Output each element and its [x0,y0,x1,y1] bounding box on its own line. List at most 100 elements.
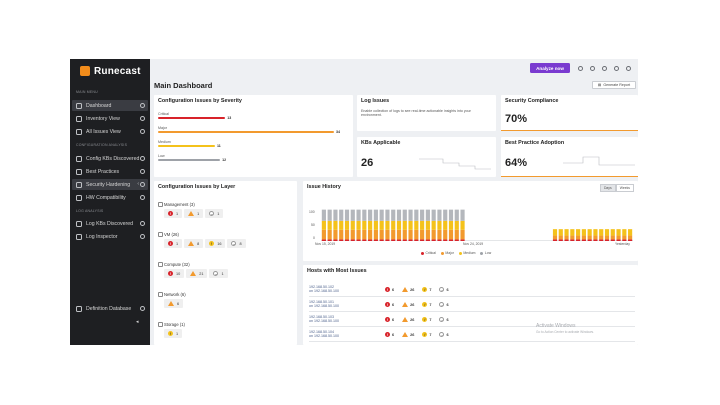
severity-bar-major[interactable] [158,131,334,134]
history-bar-low[interactable] [448,209,454,221]
table-row[interactable]: 192.168.50.101 on 192.168.50.100 ! 6 26 ! 7… [309,298,635,312]
history-bar-major[interactable] [327,229,332,240]
history-bar-major[interactable] [460,229,465,240]
issue-history-card[interactable]: Issue History Days Weeks 100 50 0 Nov 15… [303,181,638,261]
badge-critical[interactable]: ! 6 [385,317,394,322]
badge-medium[interactable]: ! 7 [422,287,431,292]
sidebar-item-log-kbs[interactable]: Log KBs Discovered [72,218,148,229]
sidebar-item-best-practices[interactable]: Best Practices [72,166,148,177]
history-bar-major[interactable] [570,235,575,240]
history-bar-medium[interactable] [443,220,448,230]
history-bar-critical[interactable] [356,239,361,241]
history-bar-critical[interactable] [373,239,378,241]
history-bar-major[interactable] [362,229,367,240]
history-bar-medium[interactable] [460,220,465,230]
history-bar-critical[interactable] [454,239,459,241]
history-bar-critical[interactable] [333,239,338,241]
history-bar-medium[interactable] [339,220,344,230]
history-bar-critical[interactable] [587,239,592,241]
history-bar-major[interactable] [379,229,384,240]
history-bar-medium[interactable] [356,220,361,230]
history-bar-major[interactable] [593,235,598,240]
analyze-now-button[interactable]: Analyze now [530,63,570,73]
info-icon[interactable] [140,221,145,226]
badge-major[interactable]: 26 [402,302,414,307]
badge-major[interactable]: 6 [164,299,184,308]
history-bar-medium[interactable] [581,229,586,236]
history-bar-critical[interactable] [593,239,598,241]
history-bar-major[interactable] [339,229,344,240]
badge-low[interactable]: –8 [227,239,246,248]
history-bar-major[interactable] [622,235,627,240]
badge-medium[interactable]: ! 7 [422,302,431,307]
weeks-toggle[interactable]: Weeks [615,184,634,192]
history-bar-low[interactable] [431,209,436,221]
chevron-down-icon[interactable]: ‹ [137,181,139,187]
table-row[interactable]: 192.168.50.103 on 192.168.50.100 ! 6 26 ! 7… [309,313,635,327]
history-bar-major[interactable] [437,229,442,240]
history-bar-medium[interactable] [373,220,378,230]
history-bar-critical[interactable] [558,239,563,241]
history-bar-major[interactable] [344,229,350,240]
history-bar-low[interactable] [454,209,459,221]
history-bar-low[interactable] [327,209,332,221]
history-bar-critical[interactable] [576,239,581,241]
history-bar-critical[interactable] [610,239,615,241]
history-bar-major[interactable] [610,235,615,240]
info-icon[interactable] [140,156,145,161]
info-icon[interactable] [140,306,145,311]
history-bar-major[interactable] [402,229,407,240]
table-row[interactable]: 192.168.50.102 on 192.168.50.100 ! 6 26 ! 7… [309,283,635,297]
history-bar-major[interactable] [321,229,326,240]
history-bar-medium[interactable] [333,220,338,230]
history-bar-medium[interactable] [344,220,350,230]
history-bar-major[interactable] [333,229,338,240]
history-bar-critical[interactable] [368,239,373,241]
history-bar-medium[interactable] [414,220,419,230]
history-bar-major[interactable] [558,235,563,240]
history-bar-medium[interactable] [604,229,610,236]
badge-critical[interactable]: ! 6 [385,302,394,307]
history-bar-critical[interactable] [385,239,390,241]
severity-bar-critical[interactable] [158,117,226,120]
history-bar-medium[interactable] [622,229,627,236]
history-bar-major[interactable] [385,229,390,240]
history-bar-low[interactable] [396,209,402,221]
legend-medium[interactable]: Medium [458,251,475,255]
days-toggle[interactable]: Days [599,184,616,192]
history-bar-critical[interactable] [396,239,402,241]
history-bar-medium[interactable] [350,220,355,230]
info-icon[interactable] [140,129,145,134]
history-bar-critical[interactable] [414,239,419,241]
badge-medium[interactable]: ! 16 [205,239,226,248]
badge-low[interactable]: –1 [205,209,224,218]
history-bar-major[interactable] [350,229,355,240]
gear-icon[interactable] [590,66,595,71]
history-bar-low[interactable] [344,209,350,221]
history-bar-critical[interactable] [425,239,430,241]
info-icon[interactable] [140,103,145,108]
history-bar-medium[interactable] [448,220,454,230]
layer-network[interactable]: Network (6) [164,292,186,297]
history-bar-medium[interactable] [610,229,615,236]
badge-low[interactable]: –6 [439,287,449,292]
history-bar-low[interactable] [350,209,355,221]
history-bar-medium[interactable] [321,220,326,230]
history-bar-critical[interactable] [448,239,454,241]
history-bar-critical[interactable] [581,239,586,241]
history-bar-medium[interactable] [362,220,367,230]
history-bar-low[interactable] [437,209,442,221]
history-bar-medium[interactable] [587,229,592,236]
history-bar-low[interactable] [425,209,430,221]
history-bar-major[interactable] [587,235,592,240]
log-issues-card[interactable]: Log Issues Enable collection of logs to … [357,95,496,131]
legend-critical[interactable]: Critical [421,251,436,255]
history-bar-critical[interactable] [327,239,332,241]
history-bar-low[interactable] [356,209,361,221]
history-bar-critical[interactable] [437,239,442,241]
history-bar-medium[interactable] [628,229,633,236]
layer-vm[interactable]: VM (26) [164,232,179,237]
host-name[interactable]: 192.168.50.101 on 192.168.50.100 [309,300,339,309]
history-bar-critical[interactable] [321,239,326,241]
badge-critical[interactable]: ! 6 [385,287,394,292]
